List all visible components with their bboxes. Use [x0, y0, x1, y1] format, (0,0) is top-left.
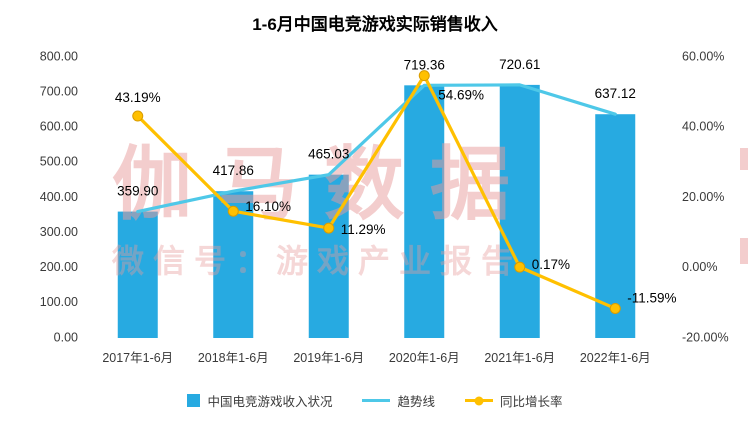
- x-axis-label: 2017年1-6月: [102, 351, 173, 365]
- legend-item-growth: 同比增长率: [465, 391, 563, 410]
- left-axis-tick: 500.00: [40, 155, 78, 169]
- watermark-subtext: 微信号：游戏产业报告: [111, 243, 522, 279]
- watermark-edge-mark: [740, 148, 748, 170]
- chart-title: 1-6月中国电竞游戏实际销售收入: [252, 15, 498, 34]
- growth-marker: [227, 205, 239, 217]
- growth-value-label: 16.10%: [245, 199, 291, 214]
- growth-marker: [514, 261, 526, 273]
- bar-value-label: 417.86: [213, 163, 254, 178]
- legend-bar-swatch: [187, 394, 201, 407]
- legend-label-growth: 同比增长率: [500, 395, 563, 409]
- legend-label-trend: 趋势线: [397, 395, 435, 409]
- growth-marker: [609, 302, 621, 314]
- growth-rate-line: [136, 74, 617, 311]
- left-axis-tick: 300.00: [40, 225, 78, 239]
- bar-value-label: 465.03: [308, 147, 349, 162]
- growth-marker: [418, 70, 430, 82]
- revenue-bar: [117, 211, 158, 338]
- growth-marker: [323, 222, 335, 234]
- x-axis-label: 2021年1-6月: [484, 351, 555, 365]
- bar-value-label: 720.61: [499, 57, 540, 72]
- growth-marker: [132, 110, 144, 122]
- left-axis-tick: 0.00: [54, 330, 78, 344]
- watermark-edge-mark: [740, 238, 748, 264]
- legend-item-revenue: 中国电竞游戏收入状况: [187, 391, 332, 410]
- growth-value-label: -11.59%: [627, 290, 676, 305]
- right-axis-tick: 0.00%: [682, 260, 717, 274]
- left-axis-tick: 600.00: [40, 120, 78, 134]
- right-axis-tick: -20.00%: [682, 330, 729, 344]
- revenue-bar: [308, 174, 349, 338]
- legend-growthline-swatch: [465, 396, 493, 405]
- x-axis-label: 2020年1-6月: [389, 351, 460, 365]
- left-axis-tick: 400.00: [40, 190, 78, 204]
- legend-trendline-swatch: [362, 398, 391, 403]
- revenue-bar: [404, 85, 445, 338]
- bar-value-label: 359.90: [117, 184, 158, 199]
- bar-value-label: 719.36: [404, 57, 445, 72]
- revenue-bar: [595, 114, 636, 338]
- right-axis-tick: 40.00%: [682, 120, 724, 134]
- x-axis-label: 2018年1-6月: [198, 351, 269, 365]
- legend-marker-dot: [474, 396, 484, 405]
- left-axis-tick: 100.00: [40, 295, 78, 309]
- growth-value-label: 43.19%: [115, 90, 161, 105]
- right-axis-tick: 60.00%: [682, 49, 724, 63]
- legend-label-revenue: 中国电竞游戏收入状况: [207, 395, 333, 409]
- legend-item-trend: 趋势线: [362, 391, 435, 410]
- left-axis-tick: 200.00: [40, 260, 78, 274]
- chart-legend: 中国电竞游戏收入状况 趋势线 同比增长率: [0, 391, 750, 410]
- left-axis-tick: 800.00: [40, 49, 78, 63]
- x-axis-label: 2022年1-6月: [580, 351, 651, 365]
- growth-value-label: 0.17%: [532, 257, 570, 272]
- left-axis-tick: 700.00: [40, 84, 78, 98]
- growth-value-label: 54.69%: [438, 88, 484, 103]
- growth-value-label: 11.29%: [341, 222, 386, 237]
- right-axis-tick: 20.00%: [682, 190, 724, 204]
- bar-value-label: 637.12: [595, 86, 636, 101]
- revenue-bar: [499, 84, 540, 338]
- x-axis-label: 2019年1-6月: [293, 351, 364, 365]
